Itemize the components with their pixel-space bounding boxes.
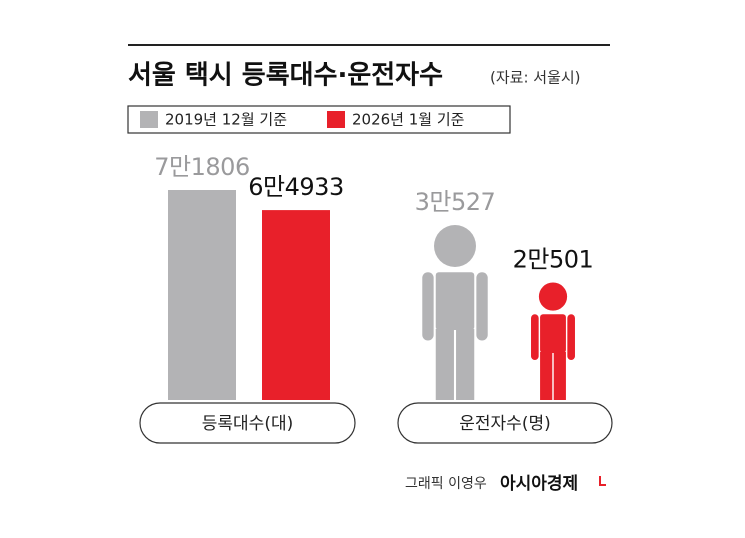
figure-arm — [422, 272, 434, 341]
value-label: 2만501 — [513, 245, 594, 273]
figure-head — [434, 225, 476, 267]
value-label: 6만4933 — [248, 173, 343, 201]
bar — [262, 210, 330, 400]
value-label: 3만527 — [415, 188, 496, 216]
category-label: 등록대수(대) — [202, 414, 293, 434]
figure-head — [538, 282, 568, 311]
source: (자료: 서울시) — [490, 69, 581, 87]
brand: 아시아경제 — [500, 474, 578, 494]
figure-arm — [531, 314, 539, 361]
legend-swatch — [140, 111, 158, 128]
person-figure — [531, 282, 575, 400]
category-label: 운전자수(명) — [459, 414, 550, 434]
legend-label: 2026년 1월 기준 — [352, 111, 465, 129]
category-pill — [397, 402, 613, 444]
legend-box — [127, 105, 511, 134]
legend-label: 2019년 12월 기준 — [165, 111, 287, 129]
title: 서울 택시 등록대수·운전자수 — [128, 61, 443, 91]
value-label: 7만1806 — [154, 153, 249, 181]
figure-torso — [540, 314, 566, 353]
credit: 그래픽 이영우 — [405, 476, 487, 492]
figure-leg — [553, 351, 566, 400]
figure-leg — [540, 351, 553, 400]
person-figure — [422, 225, 488, 400]
brand-mark — [599, 476, 606, 486]
legend-swatch — [327, 111, 345, 128]
figure-leg — [456, 329, 475, 400]
figure-arm — [567, 314, 575, 361]
figure-arm — [476, 272, 488, 341]
bar — [168, 190, 236, 400]
figure-leg — [435, 329, 454, 400]
category-pill — [139, 402, 356, 444]
figure-torso — [435, 272, 475, 330]
